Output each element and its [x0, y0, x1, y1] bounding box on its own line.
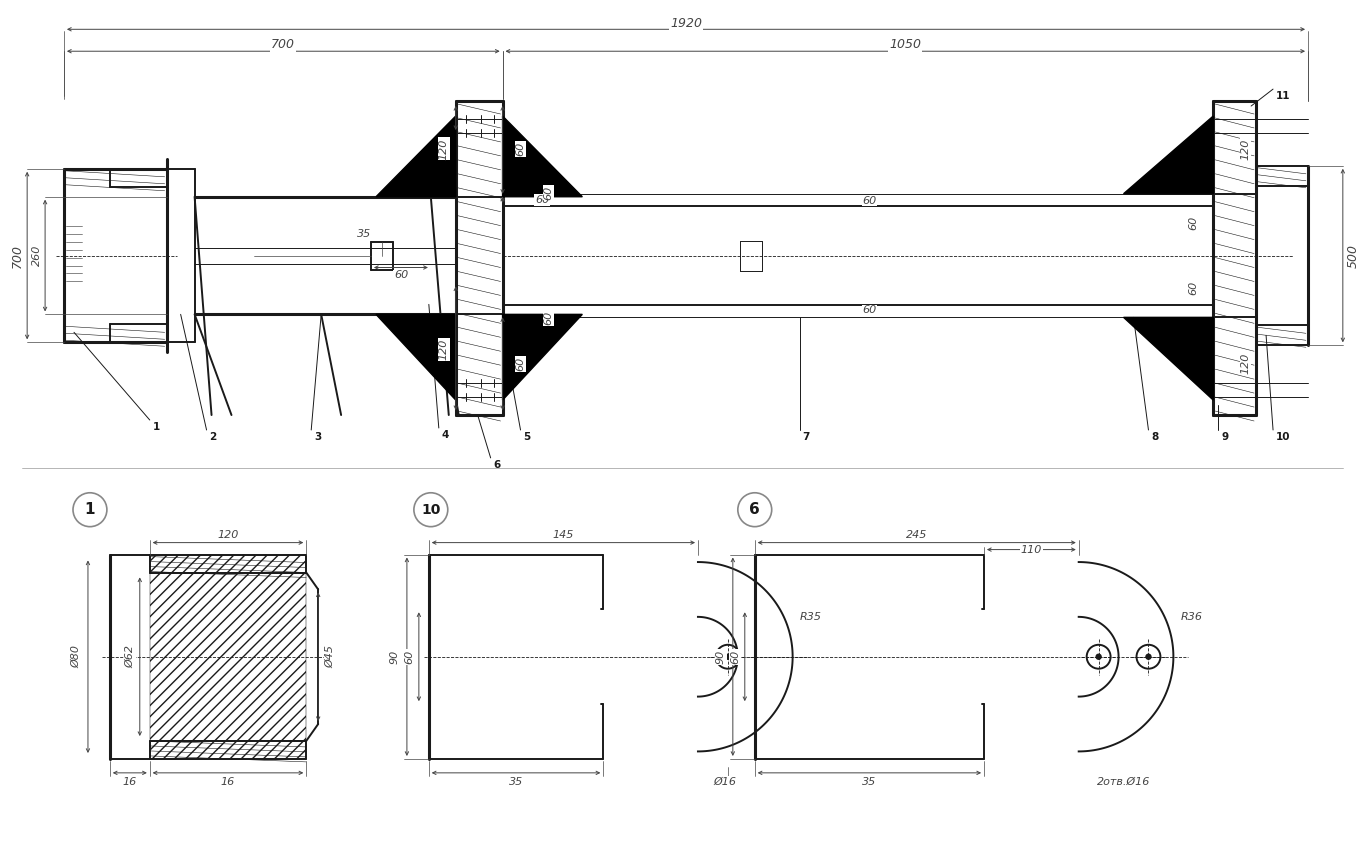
Text: 120: 120 — [438, 338, 449, 360]
Text: 245: 245 — [906, 530, 927, 539]
Circle shape — [1096, 655, 1102, 659]
Text: 60: 60 — [535, 195, 550, 204]
Text: 500: 500 — [1346, 243, 1360, 268]
Polygon shape — [1123, 116, 1213, 193]
Text: 1: 1 — [153, 422, 160, 432]
Text: 9: 9 — [1222, 432, 1228, 442]
Text: 1050: 1050 — [889, 38, 921, 51]
Text: 60: 60 — [393, 271, 408, 281]
Text: 700: 700 — [272, 38, 295, 51]
Polygon shape — [375, 116, 456, 197]
Text: 2: 2 — [210, 432, 217, 442]
Text: 60: 60 — [404, 650, 414, 664]
Text: 260: 260 — [33, 245, 42, 266]
Text: 90: 90 — [715, 650, 726, 664]
Text: 60: 60 — [516, 142, 526, 156]
Text: 90: 90 — [390, 650, 400, 664]
Text: R35: R35 — [800, 612, 822, 622]
Text: 1920: 1920 — [670, 17, 702, 30]
Text: 4: 4 — [442, 430, 449, 440]
Text: 120: 120 — [1241, 138, 1250, 159]
Text: 145: 145 — [553, 530, 575, 539]
Text: 35: 35 — [863, 777, 876, 787]
Text: 60: 60 — [1189, 281, 1198, 294]
Text: Ø45: Ø45 — [325, 645, 336, 668]
Polygon shape — [502, 315, 583, 400]
Bar — [150, 741, 306, 759]
Text: 16: 16 — [221, 777, 235, 787]
Polygon shape — [1123, 317, 1213, 400]
Text: 60: 60 — [863, 305, 876, 315]
Text: 5: 5 — [524, 432, 531, 442]
Text: 8: 8 — [1152, 432, 1159, 442]
Text: 1: 1 — [85, 502, 96, 517]
Text: 60: 60 — [543, 311, 553, 326]
Text: 35: 35 — [509, 777, 523, 787]
Text: Ø62: Ø62 — [124, 645, 135, 668]
Polygon shape — [375, 315, 456, 400]
Text: 60: 60 — [516, 357, 526, 371]
Text: Ø80: Ø80 — [71, 645, 81, 668]
Text: 3: 3 — [314, 432, 322, 442]
Circle shape — [725, 655, 730, 659]
Text: 10: 10 — [1276, 432, 1290, 442]
Text: 10: 10 — [422, 503, 441, 516]
Circle shape — [1147, 655, 1151, 659]
Text: 6: 6 — [494, 460, 501, 470]
Text: 6: 6 — [749, 502, 760, 517]
Text: 16: 16 — [123, 777, 136, 787]
Text: 120: 120 — [217, 530, 239, 539]
Text: R36: R36 — [1181, 612, 1203, 622]
Bar — [150, 572, 306, 741]
Polygon shape — [502, 116, 583, 197]
Bar — [150, 555, 306, 572]
Text: 7: 7 — [803, 432, 809, 442]
Text: 120: 120 — [1241, 353, 1250, 374]
Text: Ø16: Ø16 — [714, 777, 736, 787]
Text: 60: 60 — [543, 186, 553, 200]
Text: 60: 60 — [863, 196, 876, 206]
Text: 60: 60 — [1189, 215, 1198, 230]
Text: 120: 120 — [438, 138, 449, 159]
Text: 2отв.Ø16: 2отв.Ø16 — [1097, 777, 1151, 787]
Text: 11: 11 — [1276, 91, 1290, 101]
Text: 700: 700 — [11, 243, 23, 268]
Text: 35: 35 — [356, 229, 371, 238]
Text: 110: 110 — [1021, 544, 1041, 555]
Text: 60: 60 — [730, 650, 740, 664]
